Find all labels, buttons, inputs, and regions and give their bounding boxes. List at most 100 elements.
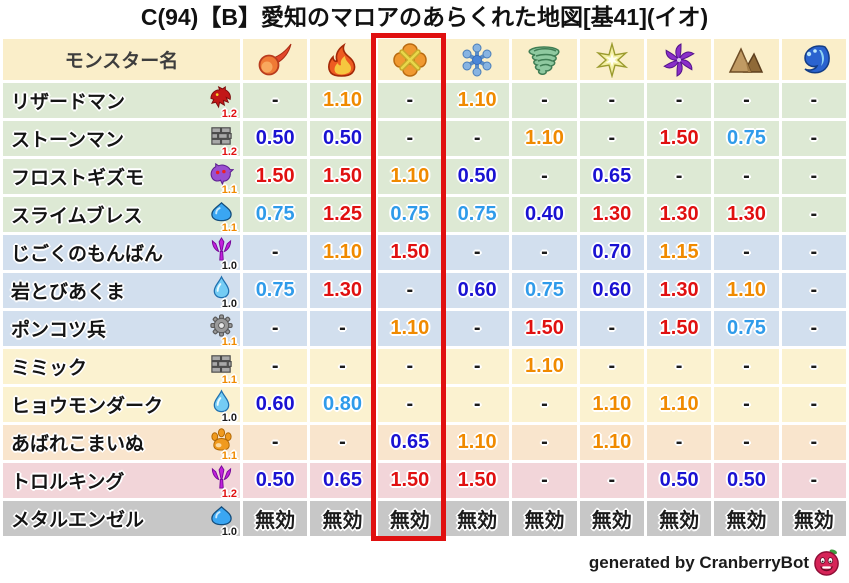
resistance-value-cell: - (643, 80, 715, 121)
resistance-value-cell: - (643, 156, 715, 197)
monster-name-cell: リザードマン 1.2 (0, 80, 243, 121)
credit-footer: generated by CranberryBot (589, 548, 842, 577)
resistance-value-cell: - (441, 118, 513, 159)
slime-family-icon: 1.1 (207, 199, 237, 231)
resistance-value-cell: 無効 (778, 498, 849, 539)
element-column-header-6 (576, 36, 647, 83)
resistance-value-cell: - (711, 232, 782, 273)
family-multiplier: 1.0 (221, 297, 237, 310)
earth-mountain-icon (728, 42, 764, 78)
resistance-value-cell: 1.10 (307, 232, 378, 273)
resistance-value-cell: 無効 (239, 498, 311, 539)
machine-gear-family-icon: 1.1 (207, 313, 237, 345)
resistance-value-cell: 1.30 (643, 194, 715, 235)
monster-name-cell: スライムブレス 1.1 (0, 194, 243, 235)
resistance-value-cell: - (307, 308, 378, 349)
monster-row-2: ストーンマン 1.2 0.50 0.50- -1.10-1.50 0.75- (0, 118, 849, 159)
resistance-value-cell: - (778, 422, 849, 463)
resistance-value-cell: - (711, 346, 782, 387)
doruma-pinwheel-icon (661, 42, 697, 78)
resistance-value-cell: - (509, 156, 580, 197)
resistance-value-cell: 1.15 (643, 232, 715, 273)
monster-name: じごくのもんばん (11, 244, 164, 265)
monster-row-3: フロストギズモ 1.1 1.50 1.50 1.10 0.50-0.65- - - (0, 156, 849, 197)
resistance-value-cell: - (778, 308, 849, 349)
monster-row-11: トロルキング 1.2 0.50 0.65 1.50 1.50- -0.50 0.50- (0, 460, 849, 501)
resistance-value-cell: 0.65 (374, 422, 445, 463)
resistance-value-cell: 1.10 (374, 156, 445, 197)
monster-name: メタルエンゼル (11, 510, 145, 531)
resistance-value-cell: 無効 (711, 498, 782, 539)
hyado-snowflake-icon (459, 42, 495, 78)
resistance-value-cell: - (576, 118, 647, 159)
resistance-value-cell: 無効 (509, 498, 580, 539)
resistance-value-cell: - (239, 346, 311, 387)
resistance-value-cell: - (441, 384, 513, 425)
element-column-header-3 (374, 36, 445, 83)
demon-trident-family-icon: 1.0 (207, 236, 237, 272)
resistance-value-cell: 無効 (441, 498, 513, 539)
resistance-value-cell: 0.50 (239, 460, 311, 501)
resistance-value-cell: - (643, 422, 715, 463)
resistance-value-cell: - (576, 308, 647, 349)
family-multiplier: 1.0 (221, 259, 237, 272)
water-drop-family-icon: 1.0 (207, 274, 237, 310)
resistance-value-cell: 0.75 (374, 194, 445, 235)
resistance-value-cell: 1.10 (711, 270, 782, 311)
cranberry-bot-icon (813, 548, 842, 577)
io-explosion-icon (392, 42, 428, 78)
resistance-value-cell: - (711, 384, 782, 425)
ghost-family-icon: 1.1 (207, 161, 237, 196)
resistance-value-cell: - (576, 460, 647, 501)
resistance-value-cell: - (441, 308, 513, 349)
resistance-value-cell: 1.10 (307, 80, 378, 121)
monster-row-12: メタルエンゼル 1.0 無効 無効 無効 無効 無効 無効 無効 無効 無効 (0, 498, 849, 539)
resistance-value-cell: - (374, 118, 445, 159)
family-multiplier: 1.0 (221, 525, 237, 538)
resistance-value-cell: 0.60 (576, 270, 647, 311)
family-multiplier: 1.0 (221, 411, 237, 424)
monster-name-cell: ポンコツ兵 1.1 (0, 308, 243, 349)
monster-name: リザードマン (11, 92, 126, 113)
resistance-value-cell: - (441, 232, 513, 273)
monster-row-5: じごくのもんばん 1.0-1.10 1.50- -0.70 1.15- - (0, 232, 849, 273)
resistance-value-cell: 1.30 (643, 270, 715, 311)
monster-resistance-table: モンスター名 リザードマン 1.2-1.10-1.10- - - - - ストーンマン 1.2… (0, 36, 849, 539)
resistance-value-cell: 0.75 (711, 118, 782, 159)
resistance-value-cell: 1.10 (509, 118, 580, 159)
resistance-value-cell: 1.10 (441, 80, 513, 121)
resistance-value-cell: - (711, 422, 782, 463)
resistance-value-cell: - (778, 118, 849, 159)
resistance-value-cell: - (509, 80, 580, 121)
family-multiplier: 1.1 (221, 183, 237, 196)
stone-brick-family-icon: 1.1 (207, 351, 237, 383)
monster-name: ミミック (11, 358, 88, 379)
resistance-value-cell: 0.80 (307, 384, 378, 425)
family-multiplier: 1.2 (221, 107, 237, 120)
monster-name-cell: ミミック 1.1 (0, 346, 243, 387)
monster-name: ポンコツ兵 (11, 320, 107, 341)
monster-name-cell: トロルキング 1.2 (0, 460, 243, 501)
resistance-value-cell: 1.10 (441, 422, 513, 463)
element-column-header-1 (239, 36, 311, 83)
dein-star-icon (594, 41, 630, 78)
resistance-value-cell: 1.50 (374, 460, 445, 501)
resistance-value-cell: 0.75 (441, 194, 513, 235)
bagi-tornado-icon (526, 42, 562, 78)
resistance-value-cell: 1.30 (307, 270, 378, 311)
resistance-value-cell: 0.60 (239, 384, 311, 425)
resistance-value-cell: - (307, 422, 378, 463)
water-wave-icon (796, 42, 832, 78)
monster-name: フロストギズモ (11, 168, 145, 189)
monster-name: 岩とびあくま (11, 282, 126, 303)
resistance-value-cell: - (239, 80, 311, 121)
resistance-value-cell: - (778, 156, 849, 197)
resistance-value-cell: 0.75 (239, 270, 311, 311)
resistance-value-cell: - (441, 346, 513, 387)
resistance-value-cell: 1.50 (509, 308, 580, 349)
resistance-value-cell: - (778, 232, 849, 273)
monster-name-header: モンスター名 (0, 36, 243, 83)
resistance-value-cell: 0.40 (509, 194, 580, 235)
family-multiplier: 1.2 (221, 487, 237, 500)
demon-trident-family-icon: 1.2 (207, 464, 237, 500)
